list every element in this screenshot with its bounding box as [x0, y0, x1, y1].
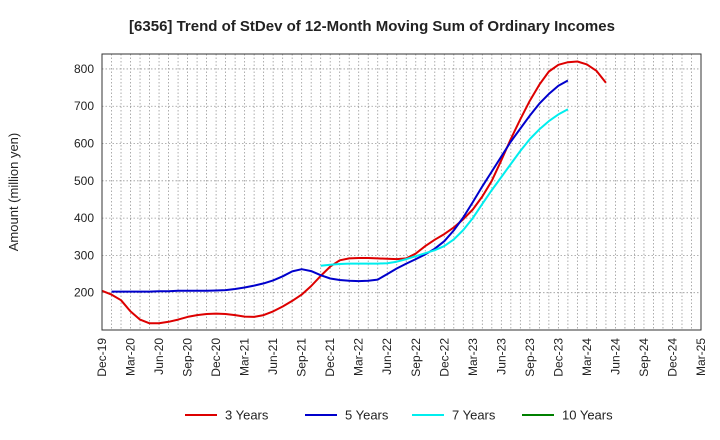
y-tick-label: 300	[74, 248, 94, 262]
x-tick-label: Jun-21	[266, 338, 280, 375]
x-tick-label: Mar-24	[580, 338, 594, 376]
series-line-3-years	[101, 60, 607, 325]
chart-title: [6356] Trend of StDev of 12-Month Moving…	[129, 18, 615, 35]
grid	[101, 54, 702, 330]
plot-border	[101, 53, 702, 331]
series-line-5-years	[111, 79, 569, 293]
x-tick-label: Sep-22	[409, 338, 423, 377]
series-line-7-years	[320, 108, 569, 267]
x-tick-label: Dec-22	[437, 338, 451, 377]
y-tick-label: 800	[74, 62, 94, 76]
x-tick-label: Mar-25	[694, 338, 708, 376]
legend-label-3-years: 3 Years	[225, 408, 269, 423]
y-tick-label: 400	[74, 211, 94, 225]
y-tick-label: 700	[74, 99, 94, 113]
x-tick-label: Jun-22	[380, 338, 394, 375]
plot-area	[102, 54, 701, 330]
x-tick-label: Sep-20	[181, 338, 195, 377]
x-tick-label: Jun-20	[152, 338, 166, 375]
y-axis-label: Amount (million yen)	[6, 133, 21, 252]
legend: 3 Years 5 Years 7 Years 10 Years	[185, 408, 613, 423]
y-tick-label: 500	[74, 174, 94, 188]
x-tick-label: Dec-23	[551, 338, 565, 377]
x-tick-label: Jun-23	[494, 338, 508, 375]
x-tick-label: Dec-24	[665, 338, 679, 377]
y-tick-label: 200	[74, 286, 94, 300]
series-layer	[101, 60, 607, 325]
legend-label-10-years: 10 Years	[562, 408, 613, 423]
x-tick-label: Dec-19	[95, 338, 109, 377]
x-tick-label: Dec-20	[209, 338, 223, 377]
x-tick-label: Mar-22	[352, 338, 366, 376]
x-tick-label: Mar-23	[466, 338, 480, 376]
y-tick-label: 600	[74, 137, 94, 151]
x-tick-label: Mar-20	[124, 338, 138, 376]
x-tick-label: Jun-24	[608, 338, 622, 375]
x-tick-label: Sep-21	[295, 338, 309, 377]
x-tick-label: Sep-23	[523, 338, 537, 377]
legend-label-5-years: 5 Years	[345, 408, 389, 423]
legend-label-7-years: 7 Years	[452, 408, 496, 423]
x-tick-label: Sep-24	[637, 338, 651, 377]
x-tick-labels: Dec-19 Mar-20 Jun-20 Sep-20 Dec-20 Mar-21 Jun-…	[95, 338, 708, 377]
y-tick-labels: 200 300 400 500 600 700 800	[74, 62, 94, 300]
x-tick-label: Mar-21	[238, 338, 252, 376]
x-tick-label: Dec-21	[323, 338, 337, 377]
